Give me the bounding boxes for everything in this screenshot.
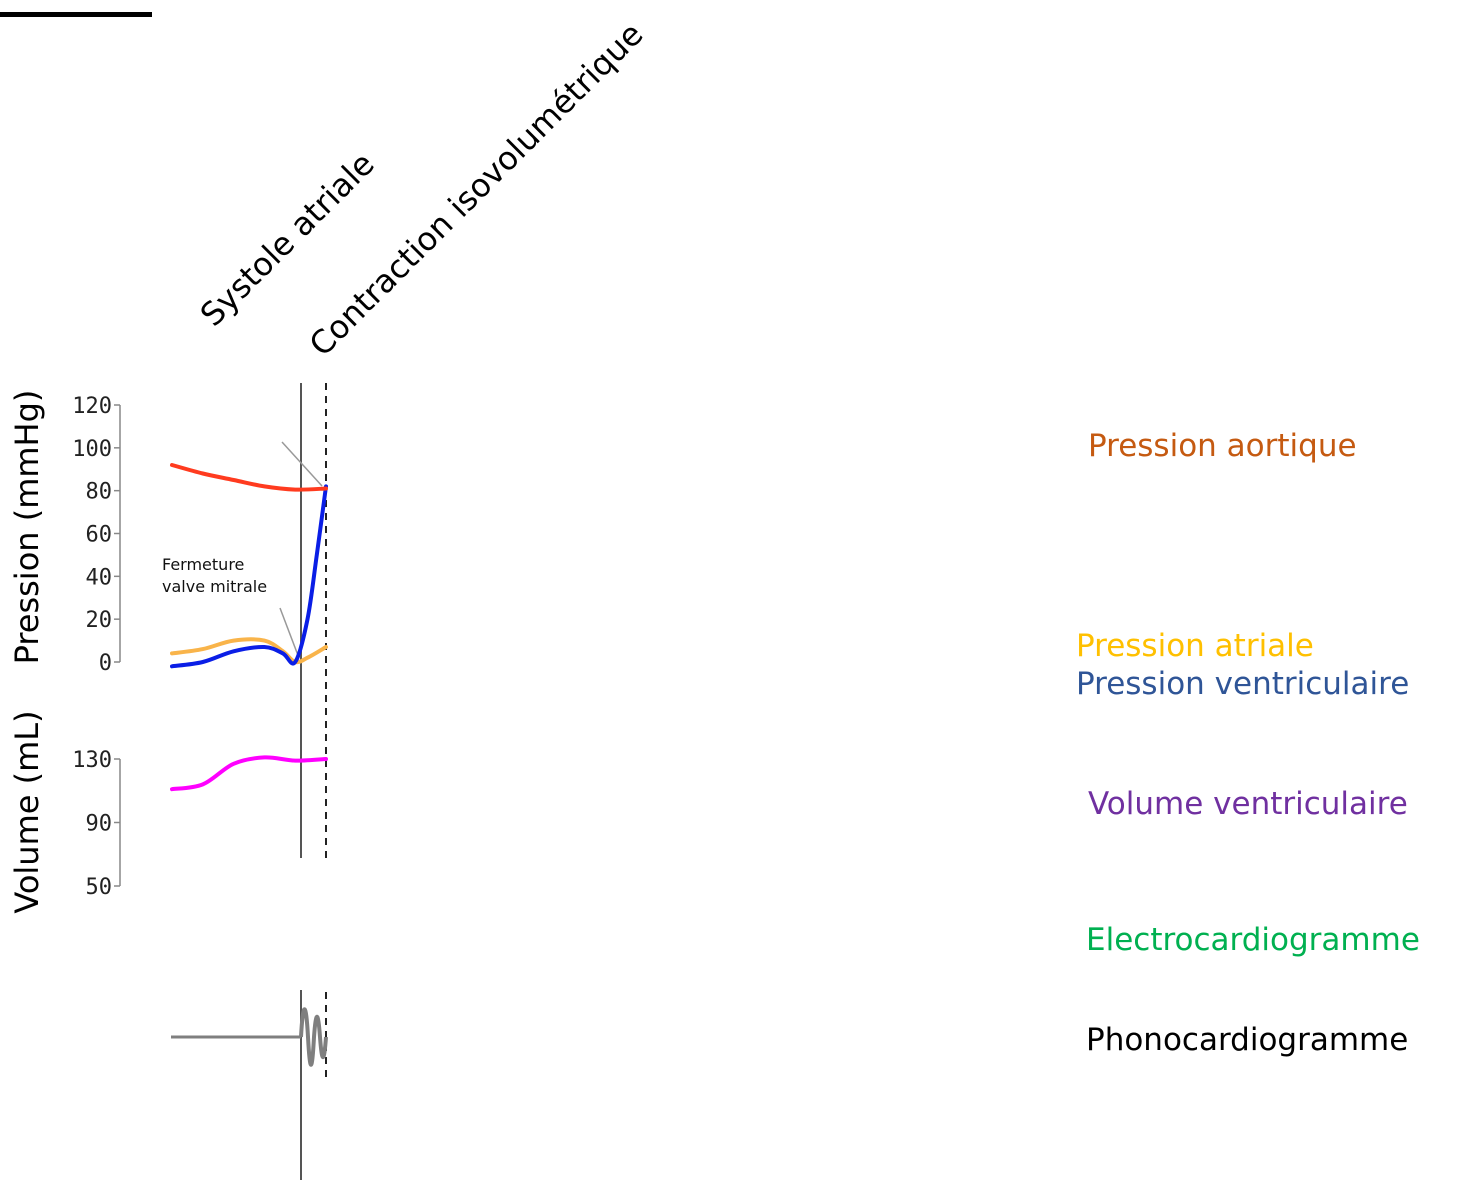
legend-text: Pression atriale bbox=[1076, 628, 1314, 664]
pressure-tick-label: 120 bbox=[72, 394, 112, 419]
volume-tick-label: 90 bbox=[86, 812, 113, 837]
legend-phonocardiogramme: Phonocardiogramme bbox=[1060, 1022, 1460, 1058]
annotation-leader-aortic bbox=[281, 441, 323, 487]
series-line-pression-ventriculaire bbox=[170, 484, 328, 669]
phonocardiogram-trace bbox=[171, 1007, 328, 1067]
series-line-pression-aortique bbox=[170, 463, 328, 492]
legend-text: Pression aortique bbox=[1088, 428, 1357, 464]
legend-text: Phonocardiogramme bbox=[1086, 1022, 1409, 1058]
pressure-tick-label: 0 bbox=[99, 651, 112, 676]
legend-text: Electrocardiogramme bbox=[1086, 922, 1420, 958]
series-line-volume-ventriculaire bbox=[170, 755, 328, 792]
legend-text: Volume ventriculaire bbox=[1088, 786, 1408, 822]
annotation-mitral-valve-closure: Fermeture valve mitrale bbox=[162, 555, 267, 596]
legend-pression-atriale: Pression atriale bbox=[1060, 628, 1460, 664]
legend-pression-ventriculaire: Pression ventriculaire bbox=[1060, 666, 1460, 702]
pressure-tick-label: 20 bbox=[86, 608, 113, 633]
annotation-line-1: Fermeture bbox=[162, 555, 244, 574]
pressure-axis: 0 20 40 60 80 100 120 bbox=[72, 394, 121, 676]
volume-tick-label: 50 bbox=[86, 875, 113, 900]
volume-axis: 50 90 130 bbox=[72, 748, 121, 900]
title-underline bbox=[0, 12, 152, 17]
legend-volume-ventriculaire: Volume ventriculaire bbox=[1060, 786, 1460, 822]
volume-tick-label: 130 bbox=[72, 748, 112, 773]
series-layer bbox=[170, 463, 328, 792]
pressure-tick-label: 60 bbox=[86, 523, 113, 548]
pressure-tick-label: 80 bbox=[86, 480, 113, 505]
pressure-tick-label: 100 bbox=[72, 437, 112, 462]
volume-axis-title: Volume (mL) bbox=[8, 710, 46, 913]
annotation-line-2: valve mitrale bbox=[162, 577, 267, 596]
series-line-pression-atriale bbox=[170, 637, 328, 665]
pressure-axis-title: Pression (mmHg) bbox=[8, 390, 46, 665]
pressure-tick-label: 40 bbox=[86, 565, 113, 590]
phono-oscillation bbox=[299, 1007, 328, 1067]
annotation-leader-mitral bbox=[279, 607, 300, 659]
legend-text: Pression ventriculaire bbox=[1076, 666, 1410, 702]
legend-electrocardiogramme: Electrocardiogramme bbox=[1060, 922, 1460, 958]
legend-pression-aortique: Pression aortique bbox=[1060, 428, 1460, 464]
